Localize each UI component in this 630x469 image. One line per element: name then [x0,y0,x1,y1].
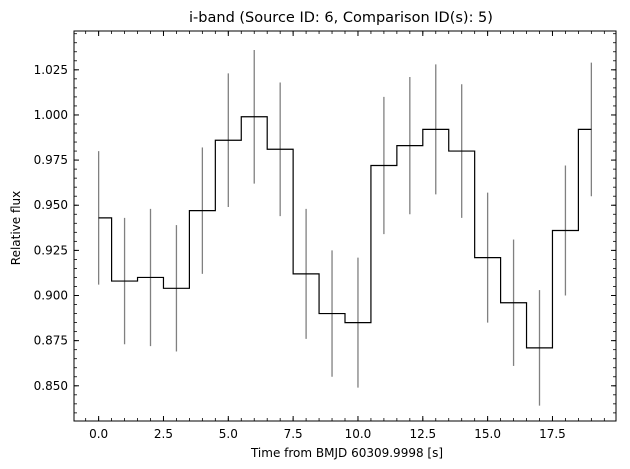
y-axis-label: Relative flux [9,191,23,265]
x-tick-label: 2.5 [154,427,173,441]
y-tick-label: 0.900 [34,289,68,303]
y-tick-labels: 0.850 0.875 0.900 0.925 0.950 0.975 1.000 1.025 [34,63,68,393]
plot-frame [73,30,617,422]
x-tick-label: 10.0 [345,427,372,441]
x-tick-label: 0.0 [89,427,108,441]
y-tick-label: 0.925 [34,243,68,257]
x-tick-label: 17.5 [539,427,566,441]
axis-ticks [74,31,616,421]
y-tick-label: 0.975 [34,153,68,167]
y-tick-label: 0.850 [34,379,68,393]
chart-title: i-band (Source ID: 6, Comparison ID(s): … [189,10,493,26]
step-line [98,116,592,349]
x-tick-label: 5.0 [219,427,238,441]
x-axis-label: Time from BMJD 60309.9998 [s] [250,446,443,460]
x-tick-labels: 0.0 2.5 5.0 7.5 10.0 12.5 15.0 17.5 [89,427,566,441]
y-tick-label: 0.950 [34,198,68,212]
y-tick-label: 1.000 [34,108,68,122]
x-tick-label: 15.0 [474,427,501,441]
y-tick-label: 1.025 [34,63,68,77]
y-tick-label: 0.875 [34,334,68,348]
x-tick-label: 7.5 [284,427,303,441]
errorbars [97,49,593,406]
x-tick-label: 12.5 [409,427,436,441]
